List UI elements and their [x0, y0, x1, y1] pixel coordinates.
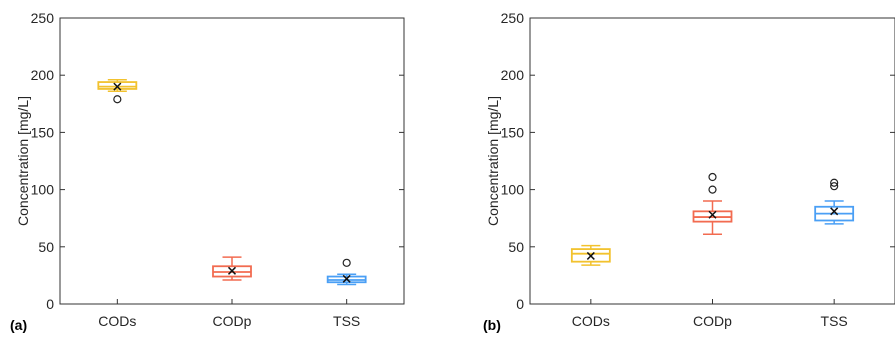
y-tick-label: 0	[46, 296, 54, 312]
mean-marker	[830, 207, 839, 216]
y-tick-label: 250	[501, 10, 525, 26]
x-tick-label: CODs	[98, 313, 136, 329]
box-tss	[814, 178, 855, 225]
x-tick-label: CODp	[213, 313, 252, 329]
panel-label: (b)	[483, 317, 501, 333]
y-tick-label: 250	[31, 10, 55, 26]
y-tick-label: 200	[501, 67, 525, 83]
x-tick-label: TSS	[821, 313, 848, 329]
box-tss	[326, 258, 367, 286]
y-axis-label: Concentration [mg/L]	[15, 96, 31, 226]
y-tick-label: 200	[31, 67, 55, 83]
mean-marker	[113, 82, 122, 91]
x-tick-label: CODs	[572, 313, 610, 329]
panel-label: (a)	[10, 317, 27, 333]
chart-panel-a: 0 50 100 150 200 250 CODs CODp TSS Concentration …	[10, 10, 405, 333]
y-axis-label: Concentration [mg/L]	[485, 96, 501, 226]
mean-marker	[586, 251, 595, 260]
outlier-point	[830, 178, 839, 187]
y-tick-label: 50	[508, 239, 524, 255]
outlier-point	[830, 182, 839, 191]
box-codp	[212, 256, 252, 281]
mean-marker	[708, 210, 717, 219]
outlier-point	[113, 95, 122, 104]
y-tick-label: 50	[38, 239, 54, 255]
y-tick-label: 150	[501, 124, 525, 140]
box-cods	[570, 244, 611, 266]
outlier-point	[708, 172, 717, 182]
x-tick-label: TSS	[333, 313, 360, 329]
y-tick-label: 100	[31, 182, 55, 198]
box-iqr	[570, 248, 611, 263]
mean-marker	[227, 266, 237, 275]
y-tick-label: 100	[501, 182, 525, 198]
y-tick-label: 150	[31, 124, 55, 140]
outlier-point	[342, 258, 351, 267]
mean-marker	[342, 274, 351, 283]
x-tick-label: CODp	[693, 313, 732, 329]
box-iqr	[97, 81, 138, 90]
y-tick-label: 0	[516, 296, 524, 312]
box-cods	[97, 79, 138, 104]
box-codp	[692, 172, 733, 235]
chart-panel-b: 0 50 100 150 200 250 CODs CODp TSS Concentration …	[483, 10, 895, 333]
outlier-point	[708, 185, 717, 194]
